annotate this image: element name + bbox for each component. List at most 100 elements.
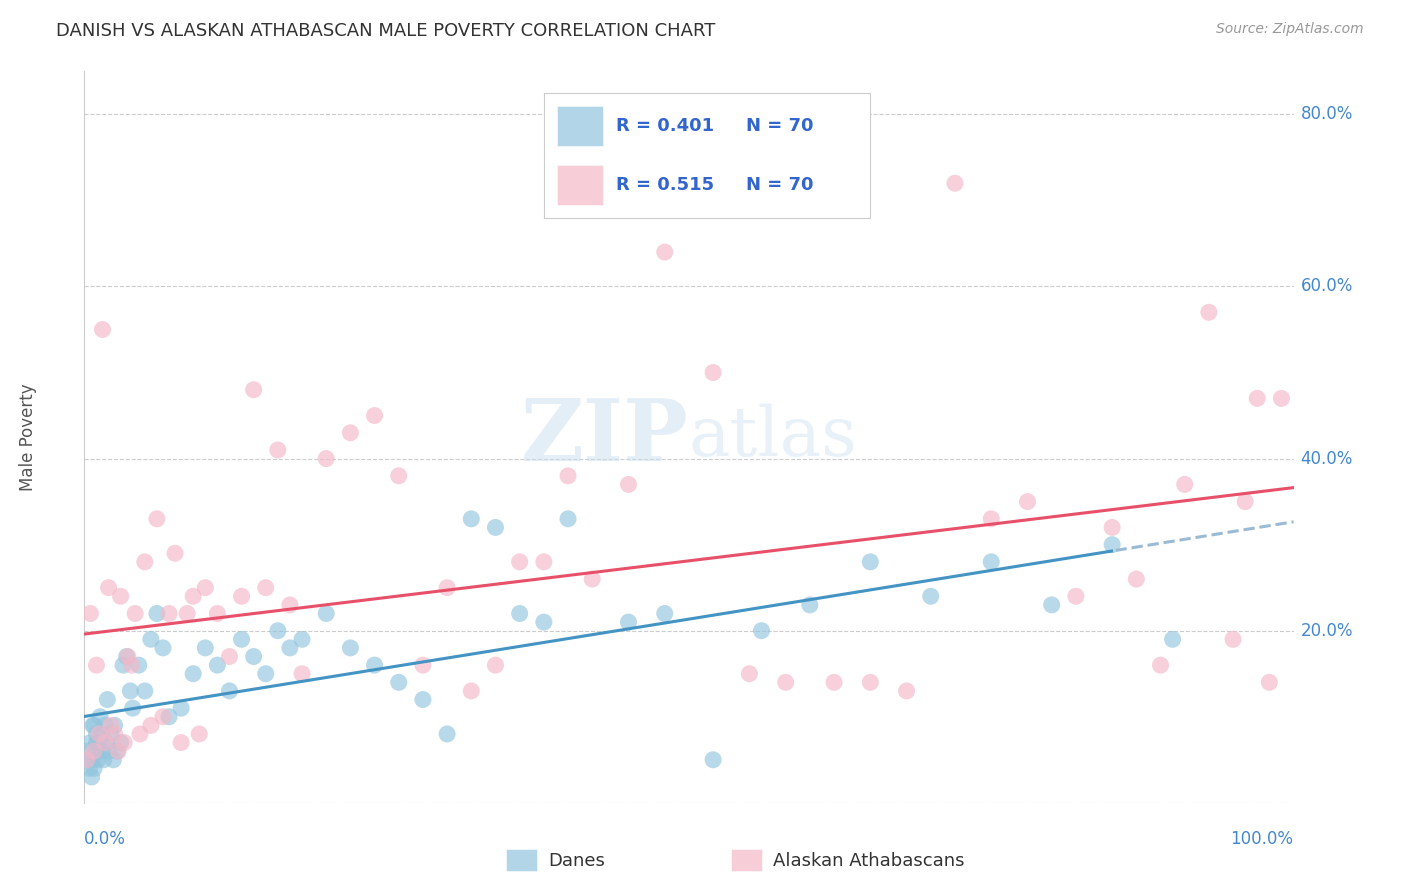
Point — [738, 666, 761, 681]
Point — [412, 692, 434, 706]
Point — [163, 546, 186, 560]
Point — [751, 624, 773, 638]
Point — [654, 245, 676, 260]
Point — [1198, 305, 1220, 319]
Point — [460, 684, 482, 698]
Point — [1017, 494, 1039, 508]
Point — [363, 658, 385, 673]
Point — [100, 727, 122, 741]
Point — [654, 607, 676, 621]
Point — [91, 322, 114, 336]
Point — [117, 649, 139, 664]
Point — [484, 658, 506, 673]
Point — [702, 366, 724, 380]
Point — [1101, 520, 1123, 534]
Point — [110, 735, 132, 749]
Point — [181, 666, 204, 681]
Point — [82, 718, 104, 732]
Point — [76, 753, 98, 767]
Point — [194, 581, 217, 595]
Point — [104, 727, 127, 741]
Point — [80, 770, 103, 784]
Point — [121, 701, 143, 715]
Text: 60.0%: 60.0% — [1301, 277, 1353, 295]
Point — [181, 589, 204, 603]
Point — [124, 607, 146, 621]
Point — [1101, 538, 1123, 552]
Point — [412, 658, 434, 673]
Text: Source: ZipAtlas.com: Source: ZipAtlas.com — [1216, 22, 1364, 37]
Bar — [557, 106, 603, 145]
Point — [1222, 632, 1244, 647]
Point — [388, 468, 411, 483]
Point — [1270, 392, 1292, 406]
Point — [315, 451, 337, 466]
Point — [103, 753, 125, 767]
Text: 100.0%: 100.0% — [1230, 830, 1294, 847]
Point — [84, 744, 107, 758]
Point — [1161, 632, 1184, 647]
Point — [533, 555, 555, 569]
Point — [139, 632, 162, 647]
Point — [134, 555, 156, 569]
Point — [188, 727, 211, 741]
Point — [218, 649, 240, 664]
Point — [112, 735, 135, 749]
Text: Danes: Danes — [548, 852, 605, 870]
Point — [79, 735, 101, 749]
Point — [291, 666, 314, 681]
Point — [484, 520, 506, 534]
Text: N = 70: N = 70 — [747, 177, 814, 194]
Point — [980, 555, 1002, 569]
Point — [617, 615, 640, 629]
Point — [207, 658, 229, 673]
Point — [436, 581, 458, 595]
Point — [157, 607, 180, 621]
Point — [254, 666, 277, 681]
Point — [76, 753, 98, 767]
Point — [702, 753, 724, 767]
Point — [121, 658, 143, 673]
Point — [1149, 658, 1171, 673]
Text: DANISH VS ALASKAN ATHABASCAN MALE POVERTY CORRELATION CHART: DANISH VS ALASKAN ATHABASCAN MALE POVERT… — [56, 22, 716, 40]
Point — [242, 383, 264, 397]
Point — [278, 640, 301, 655]
Point — [339, 425, 361, 440]
Point — [799, 598, 821, 612]
Point — [823, 675, 845, 690]
Point — [86, 727, 108, 741]
Point — [100, 718, 122, 732]
Point — [339, 640, 361, 655]
Point — [129, 727, 152, 741]
Point — [509, 555, 531, 569]
Text: R = 0.515: R = 0.515 — [616, 177, 714, 194]
Point — [97, 744, 120, 758]
Point — [94, 735, 117, 749]
Point — [176, 607, 198, 621]
Point — [1125, 572, 1147, 586]
Point — [1246, 392, 1268, 406]
Point — [134, 684, 156, 698]
Point — [139, 718, 162, 732]
Point — [218, 684, 240, 698]
Point — [1040, 598, 1063, 612]
Point — [77, 761, 100, 775]
Point — [110, 589, 132, 603]
Point — [152, 640, 174, 655]
Point — [105, 744, 128, 758]
Point — [920, 589, 942, 603]
Text: 80.0%: 80.0% — [1301, 105, 1353, 123]
Point — [83, 718, 105, 732]
Text: 40.0%: 40.0% — [1301, 450, 1353, 467]
Point — [267, 624, 290, 638]
Point — [436, 727, 458, 741]
Point — [170, 701, 193, 715]
Point — [128, 658, 150, 673]
Point — [87, 735, 110, 749]
Text: atlas: atlas — [689, 404, 858, 470]
Point — [859, 675, 882, 690]
Text: 0.0%: 0.0% — [84, 830, 127, 847]
Point — [86, 658, 108, 673]
Point — [94, 718, 117, 732]
Point — [91, 727, 114, 741]
